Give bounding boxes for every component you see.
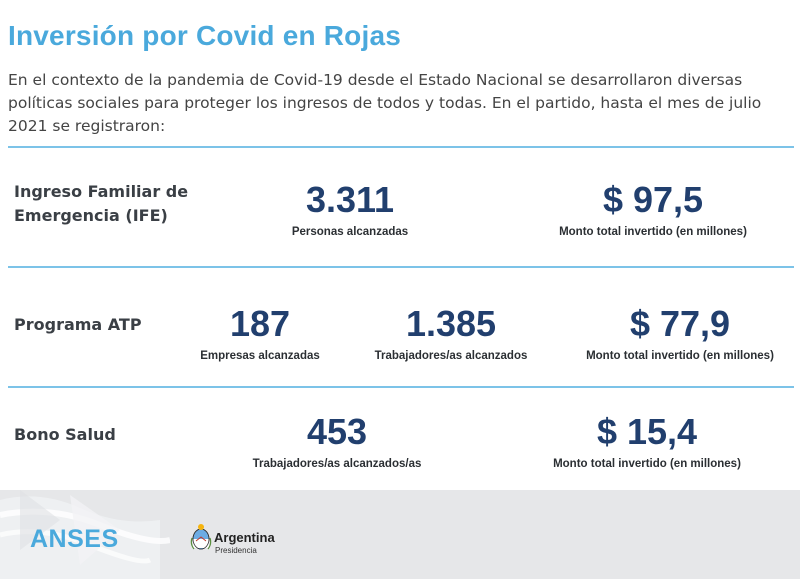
stat-caption: Personas alcanzadas [291,226,409,238]
stat-caption: Monto total invertido (en millones) [559,226,747,238]
stat-value: 1.385 [405,303,497,344]
stat-value: 3.311 [305,179,395,220]
argentina-logo-subtitle: Presidencia [215,546,257,555]
stat-ife-personas: 3.311 Personas alcanzadas [235,180,465,240]
stat-value: 453 [306,411,368,452]
stat-bono-trabajadores: 453 Trabajadores/as alcanzados/as [222,412,452,472]
stat-bono-monto: $ 15,4 Monto total invertido (en millone… [532,412,762,472]
footer: ANSES Argentina Presidencia [0,490,800,579]
stat-value: $ 77,9 [629,303,731,344]
stat-atp-monto: $ 77,9 Monto total invertido (en millone… [565,304,795,364]
decorative-wave-pattern [0,490,170,579]
argentina-logo-name: Argentina [214,530,275,545]
stat-caption: Monto total invertido (en millones) [553,458,741,470]
page-title: Inversión por Covid en Rojas [8,20,402,51]
stat-ife-monto: $ 97,5 Monto total invertido (en millone… [538,180,768,240]
stat-caption: Trabajadores/as alcanzados/as [252,458,422,470]
divider [8,386,794,388]
argentina-coat-of-arms-icon [190,524,212,550]
divider [8,146,794,148]
intro-paragraph: En el contexto de la pandemia de Covid-1… [8,71,762,135]
stat-value: $ 97,5 [602,179,704,220]
row-label-ife-line2: Emergencia (IFE) [14,206,168,225]
stat-value: $ 15,4 [596,411,698,452]
stat-atp-empresas: 187 Empresas alcanzadas [145,304,375,364]
row-label-ife-line1: Ingreso Familiar de [14,182,189,201]
row-label-bono-salud: Bono Salud [14,425,116,444]
stat-caption: Empresas alcanzadas [200,350,320,362]
anses-logo: ANSES [30,525,119,553]
stat-atp-trabajadores: 1.385 Trabajadores/as alcanzados [336,304,566,364]
stat-caption: Trabajadores/as alcanzados [374,350,528,362]
row-label-ife: Ingreso Familiar de Emergencia (IFE) [14,180,188,228]
row-label-atp: Programa ATP [14,315,142,334]
stat-value: 187 [229,303,291,344]
stat-caption: Monto total invertido (en millones) [586,350,774,362]
divider [8,266,794,268]
